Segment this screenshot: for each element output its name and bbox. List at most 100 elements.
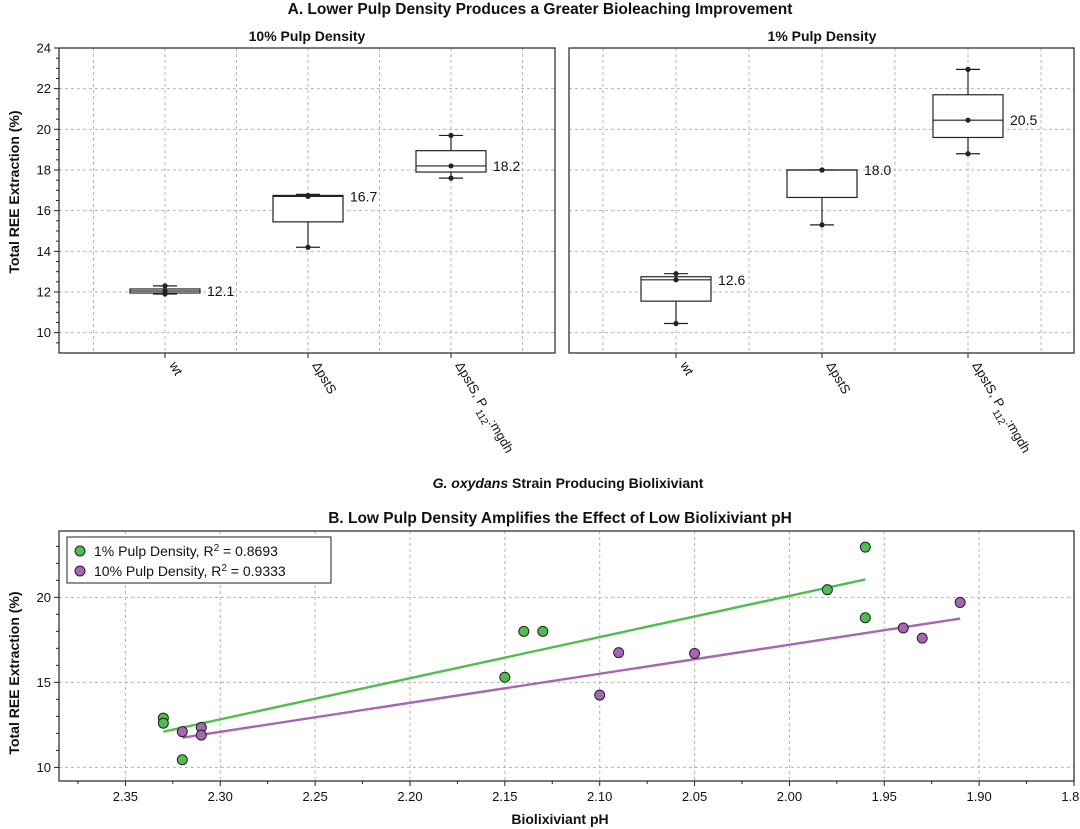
- scatter-point: [916, 632, 928, 644]
- regression-line: [182, 617, 961, 739]
- y-tick-label: 24: [37, 41, 51, 56]
- median-value-label: 18.2: [493, 158, 520, 174]
- y-tick-label: 12: [37, 285, 51, 300]
- scatter-point: [594, 689, 606, 701]
- x-tick-label: 2.00: [777, 789, 802, 804]
- legend-label-superscript: 2: [214, 543, 220, 554]
- scatter-point: [689, 647, 701, 659]
- x-tick-label: 2.30: [208, 789, 233, 804]
- panel-b-title: B. Low Pulp Density Amplifies the Effect…: [328, 510, 792, 527]
- box-data-point: [819, 167, 825, 173]
- y-tick-label: 22: [37, 81, 51, 96]
- x-tick-label: 1.95: [872, 789, 897, 804]
- median-value-label: 16.7: [350, 188, 377, 204]
- panel-a-1pct-title: 1% Pulp Density: [768, 28, 877, 44]
- y-tick-label: 10: [37, 760, 51, 775]
- category-label: wt: [677, 358, 697, 378]
- median-value-label: 20.5: [1010, 112, 1037, 128]
- box-data-point: [448, 175, 454, 181]
- x-tick-label: 1.90: [966, 789, 991, 804]
- y-tick-label: 10: [37, 325, 51, 340]
- scatter-point: [897, 622, 909, 634]
- category-label-part: wt: [166, 358, 186, 378]
- panel-b-frame: [58, 530, 1075, 782]
- x-tick-label: 2.15: [492, 789, 517, 804]
- box-data-point: [819, 222, 825, 228]
- y-tick-label: 20: [37, 122, 51, 137]
- x-tick-label: 2.20: [397, 789, 422, 804]
- box-iqr: [932, 94, 1004, 139]
- median-value-label: 12.1: [207, 283, 234, 299]
- category-label-part: :mgdh: [1003, 417, 1034, 456]
- category-label-part: ΔpstS, P: [452, 359, 490, 410]
- category-label: wt: [166, 358, 186, 378]
- legend-label-superscript: 2: [221, 563, 227, 574]
- box-data-point: [673, 320, 679, 327]
- scatter-point: [195, 729, 207, 741]
- panel-b-scatter: 2.35 2.30 2.25 2.20 2.15 2.10 2.05 2.00 1.95 1.90…: [37, 530, 1080, 804]
- y-tick-label: 18: [37, 163, 51, 178]
- legend-label: 10% Pulp Density, R2 = 0.9333: [94, 563, 286, 580]
- panel-a-title: A. Lower Pulp Density Produces a Greater…: [288, 1, 793, 18]
- box-data-point: [162, 288, 168, 294]
- legend-label-part: 10% Pulp Density, R: [94, 563, 221, 579]
- scatter-point: [176, 726, 188, 738]
- panel-a-xlabel: G. oxydans Strain Producing Biolixiviant: [433, 475, 704, 491]
- panel-b-xlabel: Biolixiviant pH: [511, 811, 608, 827]
- legend-marker: [74, 545, 86, 557]
- median-value-label: 18.0: [864, 162, 891, 178]
- regression-line: [163, 578, 866, 733]
- legend-label-part: 1% Pulp Density, R: [94, 543, 214, 559]
- y-tick-label: 14: [37, 244, 51, 259]
- category-label-part: wt: [677, 358, 697, 378]
- x-tick-label: 2.05: [682, 789, 707, 804]
- y-tick-label: 20: [37, 590, 51, 605]
- legend-box: [66, 536, 332, 584]
- y-tick-label: 16: [37, 203, 51, 218]
- category-label-part: ΔpstS, P: [969, 359, 1007, 410]
- category-label: ΔpstS: [823, 359, 854, 397]
- scatter-point: [859, 612, 871, 624]
- box-data-point: [162, 283, 168, 289]
- box-data-point: [305, 244, 311, 250]
- scatter-point: [821, 584, 833, 596]
- box-data-point: [673, 277, 679, 283]
- x-tick-label: 1.85: [1061, 789, 1080, 804]
- panel-a-10pct-title: 10% Pulp Density: [249, 28, 366, 44]
- category-label-part: ΔpstS: [823, 359, 854, 397]
- legend-label-part: = 0.8693: [219, 543, 278, 559]
- panel-a-xlabel-rest: Strain Producing Biolixiviant: [508, 475, 704, 491]
- box-data-point: [965, 66, 971, 72]
- x-tick-label: 2.10: [587, 789, 612, 804]
- category-label: ΔpstS, P112:mgdh: [965, 359, 1034, 458]
- x-tick-label: 2.35: [113, 789, 138, 804]
- box-data-point: [305, 192, 311, 199]
- box-data-point: [965, 151, 971, 157]
- scatter-point: [499, 671, 511, 683]
- median-value-label: 12.6: [718, 272, 745, 288]
- scatter-point: [613, 647, 625, 659]
- box-iqr: [415, 150, 487, 173]
- box-iqr: [786, 169, 858, 199]
- legend-marker: [74, 565, 86, 577]
- scatter-point: [518, 625, 530, 637]
- box-data-point: [448, 132, 454, 139]
- legend-label: 1% Pulp Density, R2 = 0.8693: [94, 543, 278, 560]
- box-data-point: [673, 271, 679, 277]
- y-tick-label: 15: [37, 675, 51, 690]
- category-label: ΔpstS, P112:mgdh: [448, 359, 517, 458]
- scatter-point: [537, 625, 549, 637]
- panel-a-10pct: 10% Pulp Density 10 12 14 16 18 20 22 24 wt Δpst…: [37, 28, 556, 458]
- scatter-point: [954, 596, 966, 608]
- scatter-point: [176, 754, 188, 766]
- scatter-point: [859, 541, 871, 553]
- panel-a-1pct: 1% Pulp Density wt ΔpstS ΔpstS, P112:mgdh …: [568, 28, 1075, 458]
- panel-b-ylabel: Total REE Extraction (%): [6, 591, 22, 754]
- legend-label-part: = 0.9333: [227, 563, 286, 579]
- category-label-part: :mgdh: [486, 417, 517, 456]
- x-tick-label: 2.25: [302, 789, 327, 804]
- box-data-point: [448, 163, 454, 169]
- panel-a-ylabel: Total REE Extraction (%): [6, 110, 22, 273]
